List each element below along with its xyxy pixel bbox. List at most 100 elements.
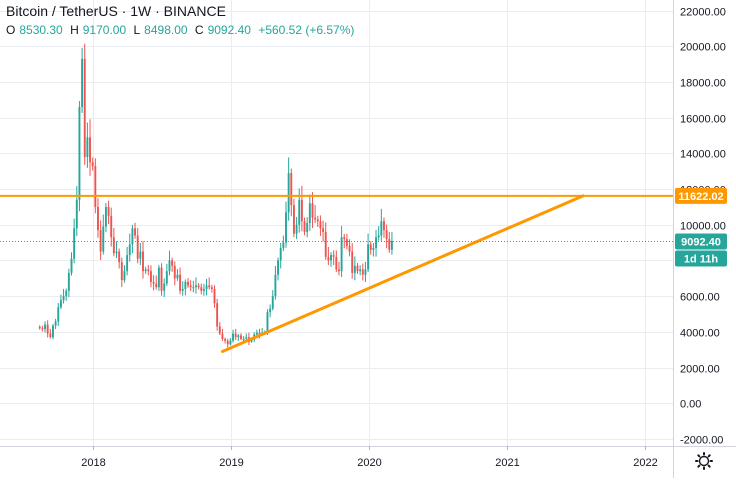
candle-body xyxy=(49,333,52,338)
candlestick-series xyxy=(38,43,393,348)
candle-body xyxy=(67,272,70,291)
candle-body xyxy=(176,274,179,279)
candle-body xyxy=(59,300,62,308)
candle-body xyxy=(75,199,78,229)
candle-body xyxy=(168,260,171,272)
candle-body xyxy=(213,289,216,304)
bar-countdown-label-bg xyxy=(675,250,727,267)
candle-body xyxy=(112,237,115,254)
time-axis[interactable]: 2018 2019 2020 2021 2022 xyxy=(81,446,658,469)
candle-body xyxy=(314,217,317,220)
price-tick-label: 20000.00 xyxy=(680,42,726,54)
price-tick-label: 6000.00 xyxy=(680,292,720,304)
candle-body xyxy=(319,221,322,229)
candle-body xyxy=(383,221,385,231)
candle-body xyxy=(274,274,277,297)
price-tick-label: 22000.00 xyxy=(680,7,726,19)
candle-body xyxy=(380,221,383,236)
candle-body xyxy=(306,223,309,232)
candle-body xyxy=(144,269,147,272)
candle-body xyxy=(54,321,57,326)
open-key: O xyxy=(6,23,16,37)
candle-body xyxy=(107,206,110,216)
candle-body xyxy=(242,338,245,340)
candle-body xyxy=(115,251,118,254)
candle-body xyxy=(120,262,123,281)
horizontal-line-price-label: 11622.02 xyxy=(678,191,723,203)
candle-body xyxy=(287,173,290,213)
price-tick-label: -2000.00 xyxy=(680,435,723,447)
candle-body xyxy=(224,338,227,341)
candle-body xyxy=(78,107,81,200)
candle-body xyxy=(139,251,142,259)
price-tick-label: 2000.00 xyxy=(680,364,720,376)
candle-body xyxy=(269,308,272,313)
ohlc-values: O 8530.30 H 9170.00 L 8498.00 C 9092.40 +560… xyxy=(6,24,358,36)
candle-body xyxy=(388,239,391,250)
symbol-title[interactable]: Bitcoin / TetherUS · 1W · BINANCE xyxy=(6,3,226,19)
candle-body xyxy=(81,58,84,108)
ascending-trendline[interactable] xyxy=(220,194,585,353)
candle-body xyxy=(324,231,327,257)
candle-body xyxy=(369,244,372,250)
horizontal-line-price-label-bg xyxy=(675,187,727,204)
candle-body xyxy=(152,281,155,284)
candle-body xyxy=(348,246,351,252)
candle-body xyxy=(179,274,182,291)
candle-body xyxy=(38,326,41,329)
price-tick-label: 16000.00 xyxy=(680,114,726,126)
candle-body xyxy=(245,337,248,339)
settings-gear-icon[interactable] xyxy=(695,452,713,470)
low-key: L xyxy=(133,23,141,37)
candle-body xyxy=(229,340,232,345)
candle-body xyxy=(255,332,258,335)
candle-body xyxy=(234,333,237,338)
candle-body xyxy=(277,260,280,275)
candle-body xyxy=(86,137,89,157)
low-value: 8498.00 xyxy=(144,23,188,37)
candle-body xyxy=(353,265,356,273)
candle-body xyxy=(104,206,107,227)
candle-body xyxy=(367,244,370,270)
time-tick-label: 2019 xyxy=(219,457,243,469)
candle-body xyxy=(322,228,325,232)
price-tick-label: 4000.00 xyxy=(680,328,720,340)
price-badges: 11622.02 9092.40 1d 11h xyxy=(675,187,727,267)
candle-body xyxy=(308,203,311,223)
candle-body xyxy=(345,239,348,247)
candle-body xyxy=(316,219,319,222)
candle-body xyxy=(385,230,388,240)
candle-body xyxy=(303,221,306,232)
candle-body xyxy=(390,240,393,250)
candle-body xyxy=(290,173,293,206)
change-value: +560.52 (+6.57%) xyxy=(258,23,355,37)
candle-body xyxy=(335,256,338,270)
candle-body xyxy=(131,228,134,245)
candle-body xyxy=(200,287,203,291)
candle-body xyxy=(285,212,287,243)
candle-body xyxy=(195,285,197,288)
candle-body xyxy=(187,281,189,286)
candle-body xyxy=(202,289,205,291)
candle-body xyxy=(237,335,240,338)
price-axis[interactable]: -2000.000.002000.004000.006000.008000.00… xyxy=(680,7,726,447)
candle-body xyxy=(338,269,340,272)
candle-body xyxy=(99,230,102,252)
candle-body xyxy=(157,267,160,288)
price-tick-label: 14000.00 xyxy=(680,149,726,161)
drawings[interactable] xyxy=(0,194,673,353)
candle-body xyxy=(359,269,362,272)
candle-body xyxy=(46,324,49,334)
candle-body xyxy=(279,247,282,261)
candle-body xyxy=(343,237,346,240)
candle-body xyxy=(208,285,211,288)
time-tick-label: 2020 xyxy=(357,457,381,469)
candle-body xyxy=(266,312,269,332)
high-value: 9170.00 xyxy=(82,23,127,37)
candle-body xyxy=(295,224,298,234)
candle-body xyxy=(351,251,354,273)
candle-body xyxy=(250,339,253,342)
